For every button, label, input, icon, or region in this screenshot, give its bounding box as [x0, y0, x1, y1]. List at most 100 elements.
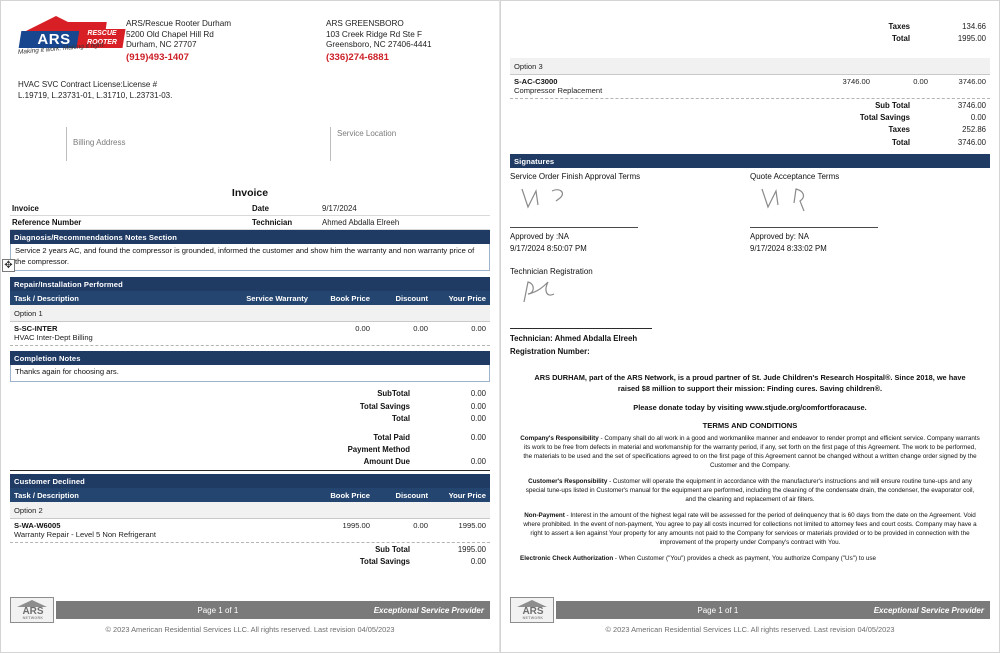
- col-book-price: Book Price: [330, 293, 370, 303]
- col-your-price: Your Price: [448, 293, 486, 303]
- terms-item: Non-Payment - Interest in the amount of …: [520, 511, 980, 547]
- terms-heading: Customer's Responsibility: [528, 478, 608, 486]
- technician-registration-block: Technician Registration Technician: Ahme…: [510, 255, 990, 358]
- invoice-page-1: ARS RESCUE ROOTER Making it work. Making…: [0, 0, 500, 653]
- completion-notes-text[interactable]: Thanks again for choosing ars.: [10, 365, 490, 382]
- table-row: Taxes 134.66: [510, 20, 990, 32]
- table-row: Sub Total 3746.00: [510, 99, 990, 111]
- branch-right-name: ARS GREENSBORO: [326, 19, 404, 28]
- table-row: S-AC-C3000 Compressor Replacement 3746.0…: [510, 75, 990, 100]
- opt3-taxes-label: Taxes: [888, 125, 910, 135]
- signature-mark-icon: [521, 188, 564, 209]
- footer-tagline: Exceptional Service Provider: [873, 605, 984, 615]
- charity-paragraph-2: Please donate today by visiting www.stju…: [633, 403, 867, 413]
- invoice-number-label: Invoice: [10, 202, 90, 217]
- service-location-field[interactable]: Service Location: [330, 127, 490, 162]
- declined-savings-value: 0.00: [470, 556, 486, 566]
- line-item-description: S-AC-C3000 Compressor Replacement: [514, 77, 808, 95]
- declined-subtotal-value: 1995.00: [457, 544, 486, 554]
- footer-logo-roof-icon: [17, 600, 47, 607]
- timestamp-quote: 9/17/2024 8:33:02 PM: [750, 244, 827, 254]
- opt3-subtotal-label: Sub Total: [875, 100, 910, 110]
- completion-section: Completion Notes Thanks again for choosi…: [10, 351, 490, 382]
- footer-bar: Page 1 of 1 Exceptional Service Provider: [56, 601, 490, 619]
- page-footer: ARS NETWORK Page 1 of 1 Exceptional Serv…: [510, 597, 990, 634]
- declined-savings-label: Total Savings: [359, 556, 410, 566]
- option3-section: Option 3 S-AC-C3000 Compressor Replaceme…: [510, 58, 990, 148]
- page-footer: ARS NETWORK Page 1 of 1 Exceptional Serv…: [10, 597, 490, 634]
- line-item-description: S-SC-INTER HVAC Inter-Dept Billing: [14, 324, 230, 342]
- move-handle-icon[interactable]: ✥: [2, 259, 15, 272]
- technician-signature-canvas[interactable]: [510, 278, 990, 308]
- terms-heading: Company's Responsibility: [520, 435, 599, 443]
- amount-due-label: Amount Due: [363, 457, 410, 467]
- line-item-code: S-AC-C3000: [514, 77, 558, 87]
- billing-address-field[interactable]: Billing Address: [66, 127, 330, 162]
- timestamp-service-order: 9/17/2024 8:50:07 PM: [510, 244, 587, 254]
- opt3-taxes-value: 252.86: [962, 125, 986, 135]
- line-discount: 0.00: [413, 324, 428, 334]
- total-paid-label: Total Paid: [373, 433, 410, 443]
- declined-totals-table: Sub Total 1995.00 Total Savings 0.00: [10, 543, 490, 567]
- taxes-label: Taxes: [888, 21, 910, 31]
- diagnosis-section: Diagnosis/Recommendations Notes Section …: [10, 230, 490, 272]
- technician-meta: Technician: Ahmed Abdalla Elreeh Registr…: [510, 329, 990, 358]
- footer-ars-logo: ARS NETWORK: [10, 597, 54, 623]
- line-discount: 0.00: [913, 77, 928, 87]
- charity-block: ARS DURHAM, part of the ARS Network, is …: [510, 358, 990, 413]
- table-row: Reference Number Technician Ahmed Abdall…: [10, 215, 490, 231]
- top-totals-table: Taxes 134.66 Total 1995.00: [510, 20, 990, 44]
- table-row: Amount Due 0.00: [10, 456, 490, 468]
- spacer-row: [10, 424, 490, 431]
- branch-left-name: ARS/Rescue Rooter Durham: [126, 19, 232, 28]
- service-order-terms-title: Service Order Finish Approval Terms: [510, 172, 641, 182]
- opt3-total-label: Total: [891, 137, 910, 147]
- signature-canvas-quote[interactable]: [750, 183, 972, 227]
- address-fields: Billing Address Service Location: [10, 101, 490, 187]
- branch-right-street: 103 Creek Ridge Rd Ste F: [326, 29, 423, 39]
- option-label-row: Option 2: [10, 502, 490, 519]
- table-row: Sub Total 1995.00: [10, 543, 490, 555]
- approved-by-quote: Approved by: NA: [750, 232, 809, 242]
- declined-header: Customer Declined: [10, 474, 490, 488]
- col-book-price: Book Price: [330, 490, 370, 500]
- diagnosis-notes-text[interactable]: Service 2 years AC, and found the compre…: [10, 244, 490, 272]
- license-line-2: L.19719, L.23731-01, L.31710, L.23731-03…: [18, 90, 173, 100]
- invoice-number-value[interactable]: [90, 202, 250, 217]
- logo-ars-text: ARS: [37, 31, 71, 48]
- line-book-price: 1995.00: [342, 521, 370, 530]
- option3-totals-table: Sub Total 3746.00 Total Savings 0.00 Tax…: [510, 99, 990, 148]
- table-row: Total 0.00: [10, 412, 490, 424]
- line-service-warranty: [230, 324, 308, 342]
- quote-terms-title: Quote Acceptance Terms: [750, 172, 840, 182]
- terms-body: - When Customer ("You") provides a check…: [613, 555, 876, 563]
- footer-tagline: Exceptional Service Provider: [373, 605, 484, 615]
- terms-item: Electronic Check Authorization - When Cu…: [520, 554, 980, 563]
- invoice-meta-table: Invoice Date 9/17/2024 Reference Number …: [10, 202, 490, 231]
- line-book-price: 3746.00: [842, 77, 870, 87]
- table-row: SubTotal 0.00: [10, 388, 490, 400]
- terms-heading: Non-Payment: [524, 512, 565, 520]
- signature-line: [510, 227, 638, 229]
- totals-table-left: SubTotal 0.00 Total Savings 0.00 Total 0…: [10, 388, 490, 468]
- total-value: 1995.00: [957, 33, 986, 43]
- branch-address-right: ARS GREENSBORO 103 Creek Ridge Rd Ste F …: [326, 12, 490, 63]
- col-discount: Discount: [395, 490, 429, 500]
- terms-heading: Electronic Check Authorization: [520, 555, 614, 563]
- reference-number-value[interactable]: [90, 215, 250, 231]
- license-block: HVAC SVC Contract License:License # L.19…: [10, 63, 490, 101]
- line-item-text: Warranty Repair - Level 5 Non Refrigeran…: [14, 530, 156, 539]
- footer-bar: Page 1 of 1 Exceptional Service Provider: [556, 601, 990, 619]
- signature-line: [750, 227, 878, 229]
- table-row: Total 3746.00: [510, 136, 990, 148]
- billing-address-label: Billing Address: [73, 138, 126, 148]
- signature-canvas-service-order[interactable]: [510, 183, 732, 227]
- approved-by-service-order: Approved by :NA: [510, 232, 569, 242]
- branch-left-citystate: Durham, NC 27707: [126, 40, 197, 50]
- opt3-savings-value: 0.00: [970, 113, 986, 123]
- table-row: Payment Method: [10, 444, 490, 456]
- page-header: ARS RESCUE ROOTER Making it work. Making…: [10, 8, 490, 63]
- branch-address-left: ARS/Rescue Rooter Durham 5200 Old Chapel…: [126, 12, 326, 63]
- technician-registration-title: Technician Registration: [510, 267, 593, 277]
